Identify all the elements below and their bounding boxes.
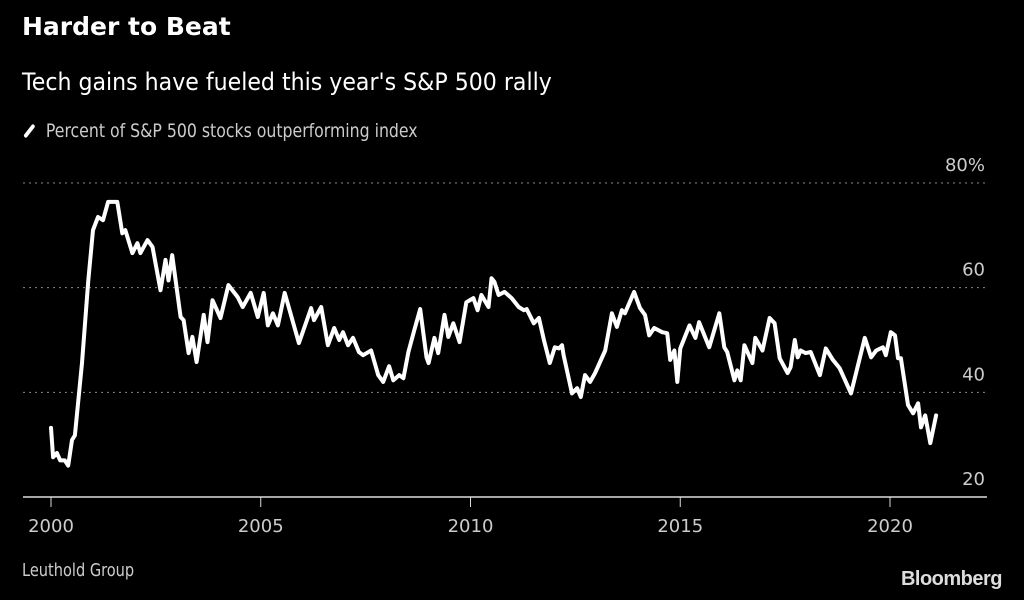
y-tick-label: 60 [962, 260, 985, 281]
y-tick-label: 20 [962, 469, 985, 490]
chart-subtitle: Tech gains have fueled this year's S&P 5… [22, 68, 552, 96]
x-tick-label: 2015 [657, 516, 703, 537]
legend: Percent of S&P 500 stocks outperforming … [22, 120, 418, 142]
x-tick-label: 2010 [448, 516, 494, 537]
bloomberg-logo: Bloomberg [900, 568, 1003, 590]
legend-label: Percent of S&P 500 stocks outperforming … [45, 120, 418, 142]
x-tick-label: 2020 [867, 516, 913, 537]
chart-title: Harder to Beat [22, 12, 231, 41]
series-line [49, 199, 939, 468]
y-tick-label: 80% [945, 155, 985, 176]
x-tick-label: 2005 [238, 516, 284, 537]
x-tick-label: 2000 [28, 516, 74, 537]
source-note: Leuthold Group [22, 560, 135, 581]
y-tick-label: 40 [962, 364, 985, 385]
